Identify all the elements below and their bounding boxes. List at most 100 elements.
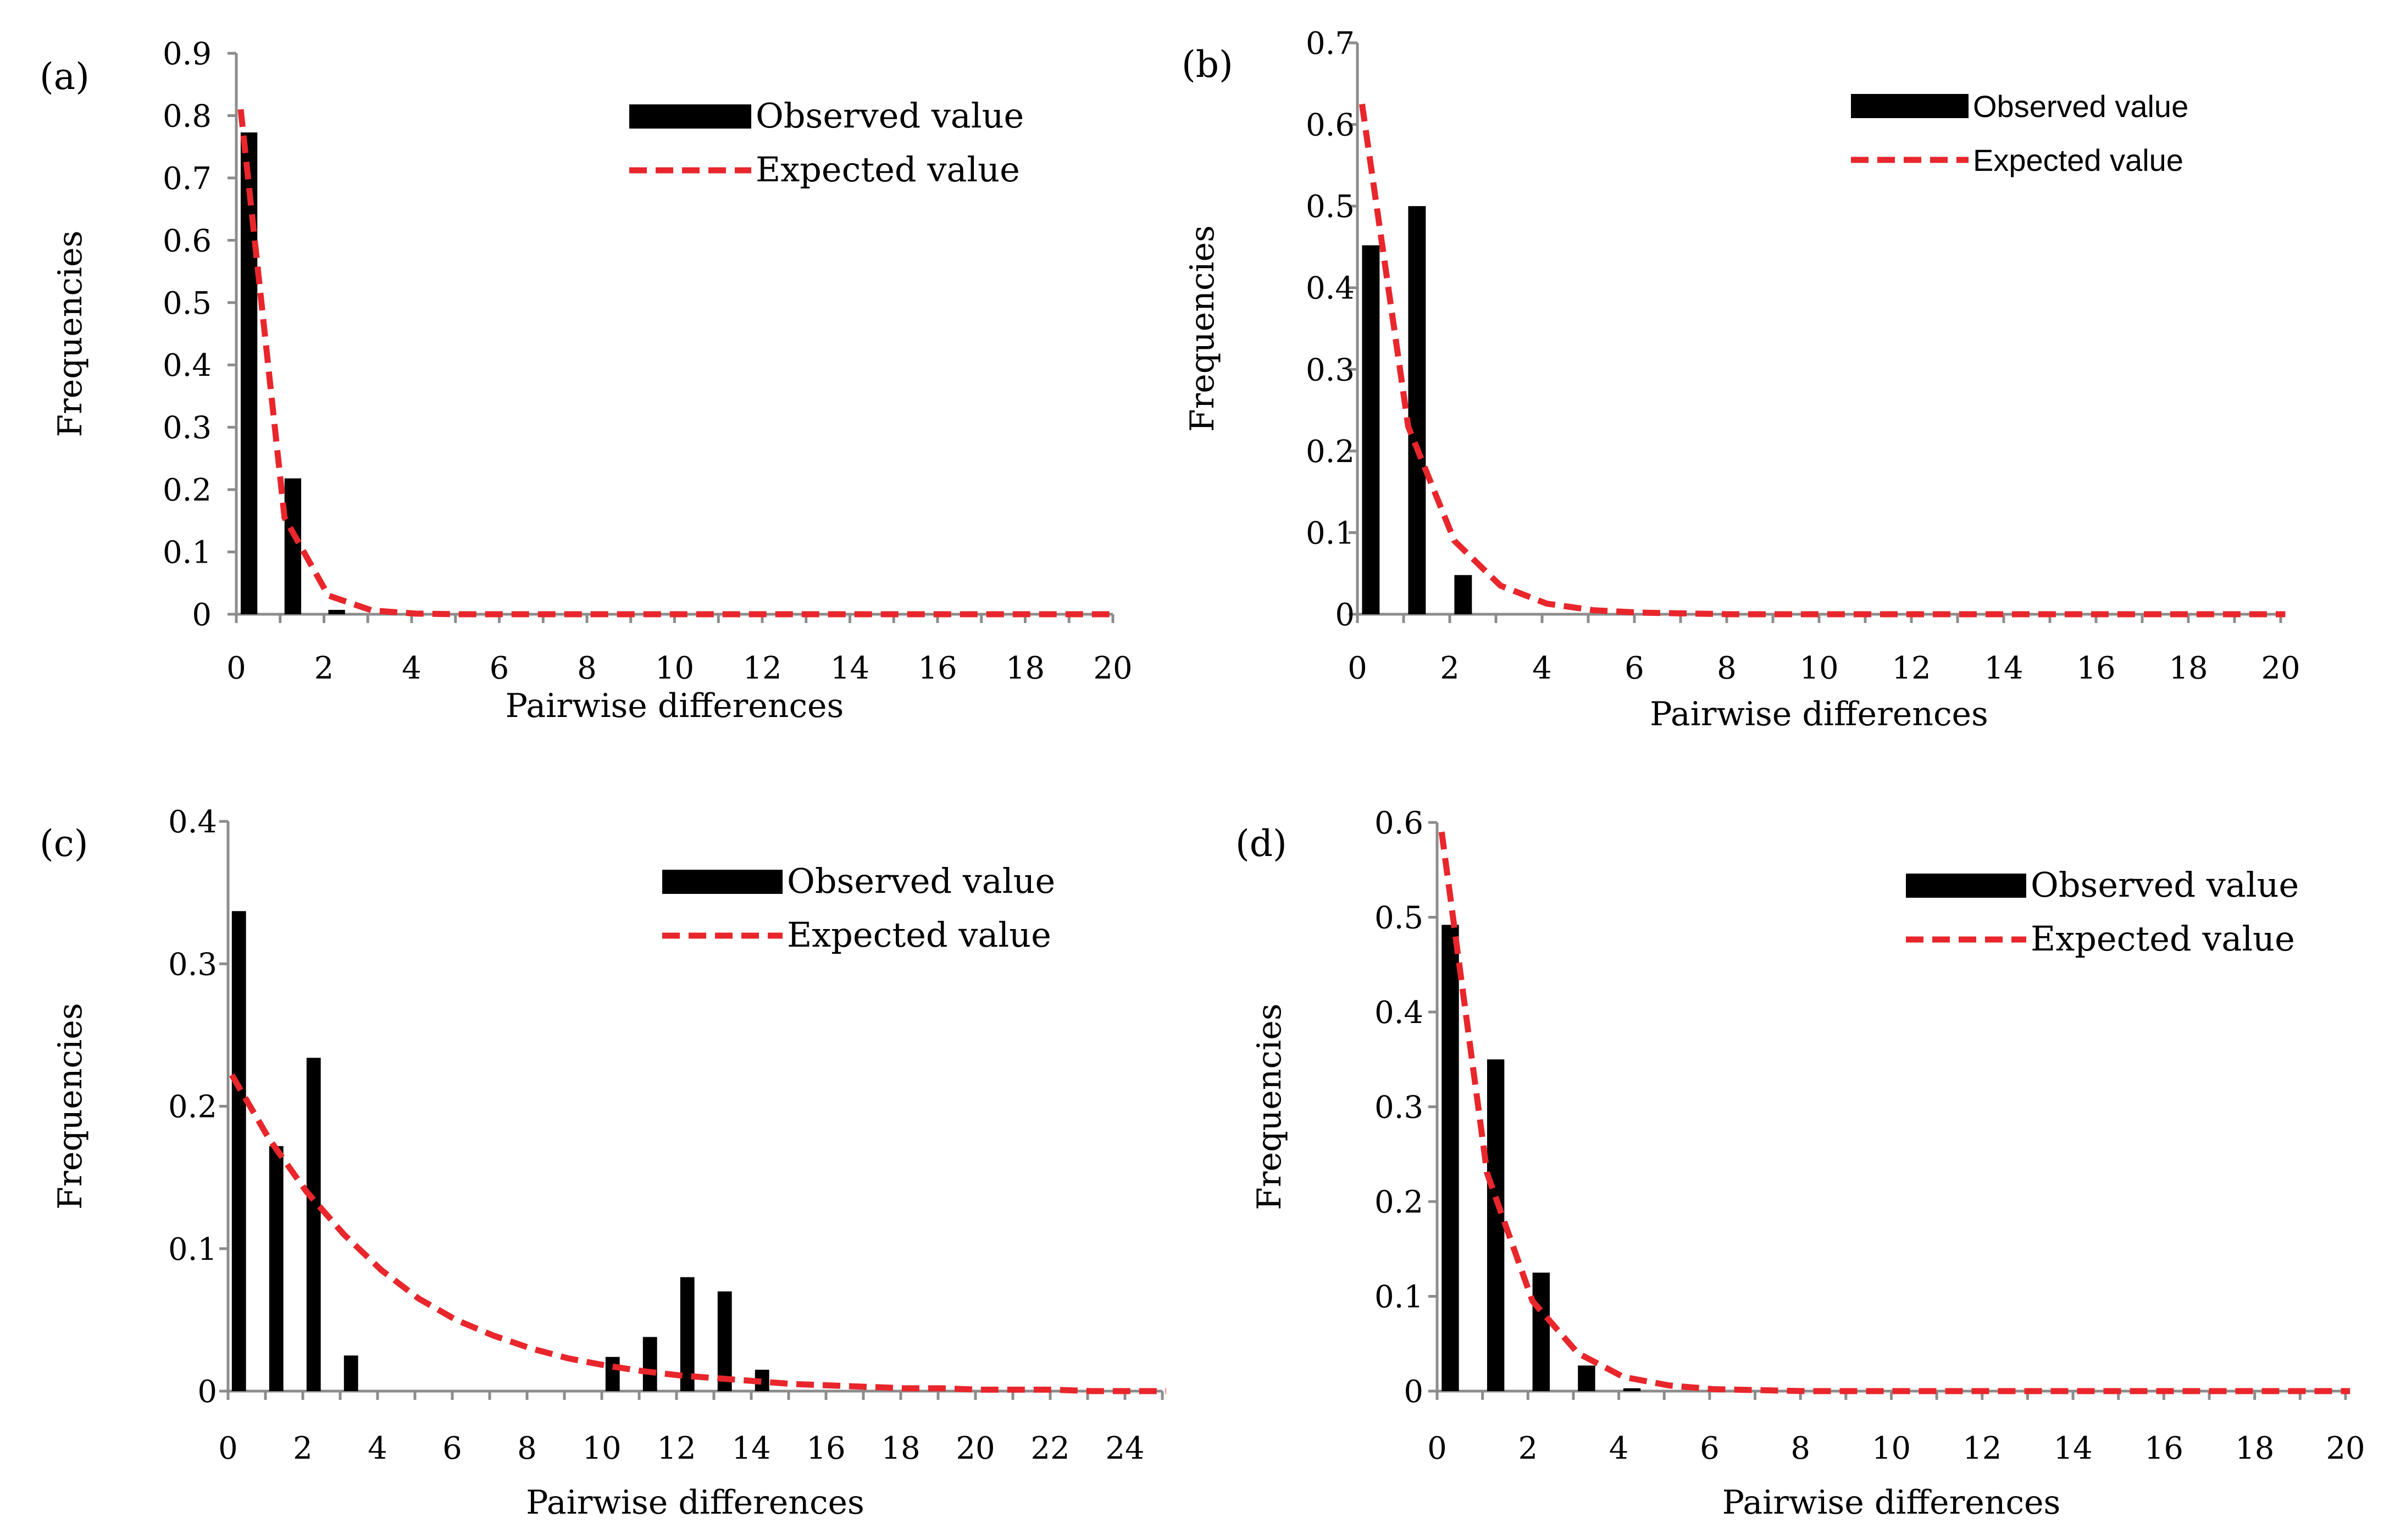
y-tick-label: 0.6 <box>1306 108 1355 143</box>
x-tick-label: 18 <box>2169 651 2208 686</box>
y-axis-title: Frequencies <box>51 1003 90 1209</box>
y-tick-label: 0.4 <box>163 348 212 383</box>
observed-bar <box>680 1277 695 1391</box>
x-tick-label: 4 <box>368 1431 387 1466</box>
y-tick-label: 0.2 <box>1374 1185 1423 1220</box>
x-tick-label: 6 <box>442 1431 462 1466</box>
y-tick-label: 0.4 <box>168 804 217 840</box>
legend-observed-swatch <box>1906 874 2026 898</box>
legend-expected-label: Expected value <box>1973 143 2183 177</box>
y-tick-label: 0.4 <box>1306 271 1355 307</box>
observed-bar <box>306 1058 321 1391</box>
x-tick-label: 16 <box>2144 1431 2183 1466</box>
x-tick-label: 14 <box>830 651 869 686</box>
x-tick-label: 12 <box>1892 651 1931 686</box>
expected-line <box>237 109 1117 618</box>
panel-label: (a) <box>40 55 90 98</box>
x-tick-label: 2 <box>1518 1431 1538 1466</box>
x-tick-label: 10 <box>1872 1431 1911 1466</box>
x-tick-label: 2 <box>293 1431 313 1466</box>
y-tick-label: 0.3 <box>1306 352 1355 388</box>
x-tick-label: 16 <box>2076 651 2115 686</box>
panel-label: (b) <box>1182 43 1233 86</box>
x-axis-title: Pairwise differences <box>506 687 844 725</box>
legend: Observed value Expected value <box>662 861 1055 955</box>
x-tick-label: 22 <box>1030 1431 1069 1466</box>
legend-expected-label: Expected value <box>787 915 1051 955</box>
observed-bar <box>717 1291 732 1391</box>
observed-bar <box>231 911 246 1391</box>
y-tick-label: 0.2 <box>168 1089 217 1125</box>
x-tick-label: 10 <box>655 651 694 686</box>
chart-panel-b: (b) 0 0.1 0.2 0.3 0.4 0.5 0.6 0.7 0 2 4 6 8 10 12 14 16 18… <box>1182 26 2300 733</box>
x-tick-label: 20 <box>2326 1431 2365 1466</box>
x-tick-label: 8 <box>517 1431 537 1466</box>
y-tick-label: 0 <box>1404 1374 1423 1410</box>
observed-bar <box>605 1356 620 1391</box>
observed-bar <box>284 478 302 614</box>
y-tick-label: 0.8 <box>163 98 212 134</box>
legend-observed-swatch <box>1851 94 1969 118</box>
y-tick-label: 0.1 <box>163 535 212 571</box>
observed-bar <box>1578 1365 1595 1391</box>
x-tick-label: 6 <box>1700 1431 1720 1466</box>
observed-bar <box>1487 1059 1505 1391</box>
x-tick-label: 18 <box>881 1431 920 1466</box>
observed-bar <box>343 1355 358 1391</box>
x-axis-title: Pairwise differences <box>526 1483 864 1522</box>
x-tick-label: 12 <box>657 1431 696 1466</box>
y-tick-label: 0.5 <box>1374 900 1423 936</box>
x-tick-label: 18 <box>1006 651 1045 686</box>
x-tick-label: 8 <box>1790 1431 1810 1466</box>
x-axis-title: Pairwise differences <box>1650 695 1988 733</box>
y-tick-label: 0.3 <box>1374 1090 1423 1126</box>
expected-line <box>1359 103 2286 618</box>
y-tick-label: 0.1 <box>1374 1280 1423 1315</box>
x-tick-label: 2 <box>314 651 334 686</box>
y-tick-label: 0 <box>1335 597 1355 633</box>
x-tick-label: 4 <box>1532 651 1552 686</box>
x-tick-label: 20 <box>956 1431 995 1466</box>
observed-bar <box>1623 1388 1641 1391</box>
y-tick-label: 0.1 <box>168 1232 217 1267</box>
y-tick-label: 0.2 <box>163 472 212 508</box>
observed-bar <box>1454 575 1472 614</box>
legend-observed-swatch <box>662 870 783 894</box>
y-axis-title: Frequencies <box>1183 225 1222 432</box>
y-tick-label: 0 <box>197 1374 217 1410</box>
legend-expected-label: Expected value <box>756 149 1020 190</box>
x-tick-label: 12 <box>1962 1431 2002 1466</box>
x-tick-label: 16 <box>806 1431 845 1466</box>
observed-bar <box>1442 925 1459 1391</box>
chart-panel-a: (a) 0 0.1 0.2 0.3 0.4 0.5 0.6 0.7 0.8 0.9 0 2 4 6 8 10 12… <box>40 36 1133 725</box>
x-tick-label: 6 <box>1625 651 1644 686</box>
legend-observed-label: Observed value <box>787 861 1055 901</box>
x-tick-label: 2 <box>1440 651 1460 686</box>
x-tick-label: 6 <box>490 651 509 686</box>
x-tick-label: 14 <box>2053 1431 2092 1466</box>
y-tick-label: 0.6 <box>163 223 212 259</box>
x-tick-label: 0 <box>1348 651 1367 686</box>
observed-bar <box>328 610 345 614</box>
x-tick-label: 4 <box>1609 1431 1629 1466</box>
legend: Observed value Expected value <box>1906 865 2299 959</box>
x-tick-label: 18 <box>2235 1431 2274 1466</box>
x-tick-label: 14 <box>1984 651 2023 686</box>
expected-line <box>1438 831 2350 1394</box>
x-tick-label: 20 <box>2261 651 2300 686</box>
y-tick-label: 0.2 <box>1306 434 1355 470</box>
observed-bar <box>642 1337 657 1391</box>
observed-bar <box>1408 206 1426 615</box>
x-tick-label: 10 <box>1799 651 1838 686</box>
y-axis-title: Frequencies <box>1250 1003 1289 1210</box>
x-tick-label: 0 <box>1427 1431 1447 1466</box>
x-tick-label: 12 <box>742 651 781 686</box>
x-tick-label: 24 <box>1105 1431 1144 1466</box>
panel-label: (c) <box>40 822 88 865</box>
chart-panel-c: (c)00.10.20.30.40 2 4 6 8 10 12 14 16 18 20 22 24Pai… <box>40 804 1166 1522</box>
legend: Observed value Expected value <box>629 96 1024 190</box>
y-tick-label: 0 <box>192 597 212 633</box>
x-tick-label: 0 <box>226 651 246 686</box>
y-tick-label: 0.3 <box>168 947 217 982</box>
